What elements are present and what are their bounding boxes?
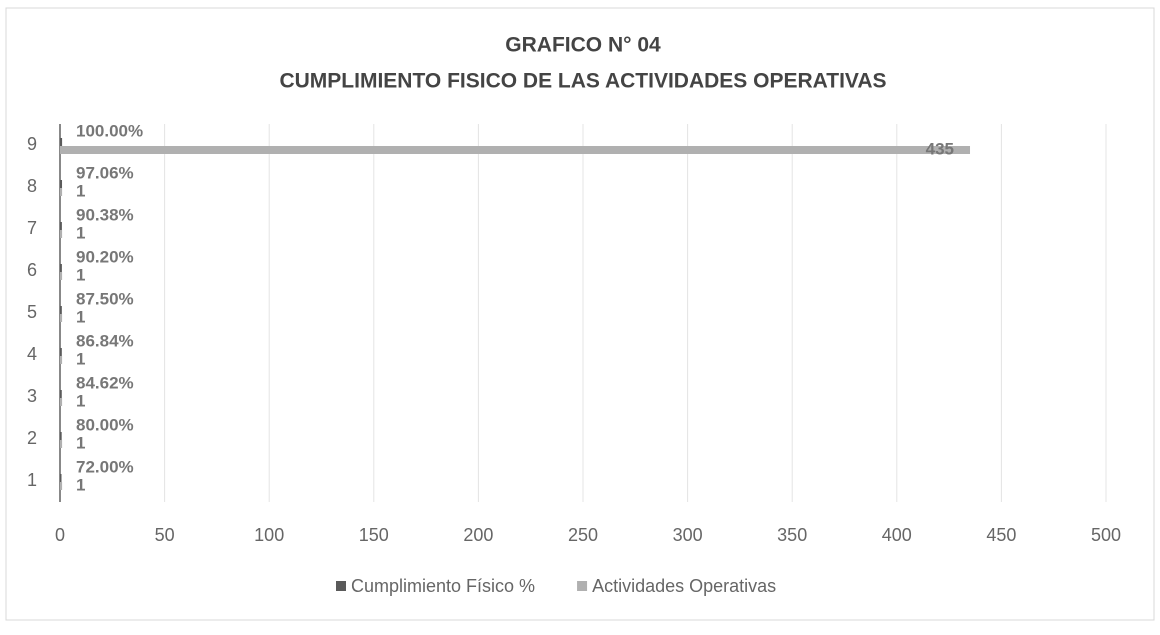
bar xyxy=(60,440,63,448)
chart-subtitle: CUMPLIMIENTO FISICO DE LAS ACTIVIDADES O… xyxy=(279,70,886,93)
bar xyxy=(60,390,62,398)
bar xyxy=(60,222,62,230)
chart-border xyxy=(5,7,1155,621)
legend-swatch xyxy=(336,581,346,591)
y-tick-label: 4 xyxy=(27,344,37,364)
bar xyxy=(60,306,62,314)
data-label: 1 xyxy=(76,391,85,410)
bar xyxy=(60,398,63,406)
bar xyxy=(60,356,63,364)
data-label: 100.00% xyxy=(76,121,143,140)
bar xyxy=(60,230,63,238)
y-tick-label: 6 xyxy=(27,260,37,280)
bar xyxy=(60,432,62,440)
x-tick-label: 0 xyxy=(55,525,65,545)
data-label: 1 xyxy=(76,181,85,200)
y-tick-label: 8 xyxy=(27,176,37,196)
x-tick-label: 100 xyxy=(254,525,284,545)
y-tick-label: 3 xyxy=(27,386,37,406)
x-tick-label: 150 xyxy=(359,525,389,545)
data-label: 1 xyxy=(76,223,85,242)
x-tick-label: 500 xyxy=(1091,525,1121,545)
bar xyxy=(60,482,63,490)
data-label: 97.06% xyxy=(76,163,134,182)
y-tick-label: 5 xyxy=(27,302,37,322)
bar xyxy=(60,474,62,482)
data-label: 435 xyxy=(926,139,954,158)
bar xyxy=(60,188,63,196)
x-tick-label: 200 xyxy=(463,525,493,545)
x-tick-label: 350 xyxy=(777,525,807,545)
legend-swatch xyxy=(577,581,588,591)
y-tick-label: 9 xyxy=(27,134,37,154)
data-label: 1 xyxy=(76,307,85,326)
bar xyxy=(60,138,63,146)
data-label: 90.20% xyxy=(76,247,134,266)
legend-label: Actividades Operativas xyxy=(592,576,776,596)
x-tick-label: 250 xyxy=(568,525,598,545)
data-label: 87.50% xyxy=(76,289,134,308)
data-label: 86.84% xyxy=(76,331,134,350)
legend-label: Cumplimiento Físico % xyxy=(351,576,535,596)
x-tick-label: 400 xyxy=(882,525,912,545)
x-tick-label: 300 xyxy=(673,525,703,545)
bar xyxy=(60,314,63,322)
bar xyxy=(60,146,971,154)
data-label: 90.38% xyxy=(76,205,134,224)
bar xyxy=(60,264,62,272)
bar xyxy=(60,180,63,188)
y-tick-label: 2 xyxy=(27,428,37,448)
bar xyxy=(60,348,62,356)
y-tick-label: 1 xyxy=(27,470,37,490)
x-tick-label: 450 xyxy=(986,525,1016,545)
y-tick-label: 7 xyxy=(27,218,37,238)
data-label: 80.00% xyxy=(76,415,134,434)
data-label: 84.62% xyxy=(76,373,134,392)
data-label: 1 xyxy=(76,265,85,284)
chart-title: GRAFICO N° 04 xyxy=(505,34,661,57)
data-label: 72.00% xyxy=(76,457,134,476)
data-label: 1 xyxy=(76,475,85,494)
data-label: 1 xyxy=(76,433,85,452)
data-label: 1 xyxy=(76,349,85,368)
x-tick-label: 50 xyxy=(155,525,175,545)
bar xyxy=(60,272,63,280)
